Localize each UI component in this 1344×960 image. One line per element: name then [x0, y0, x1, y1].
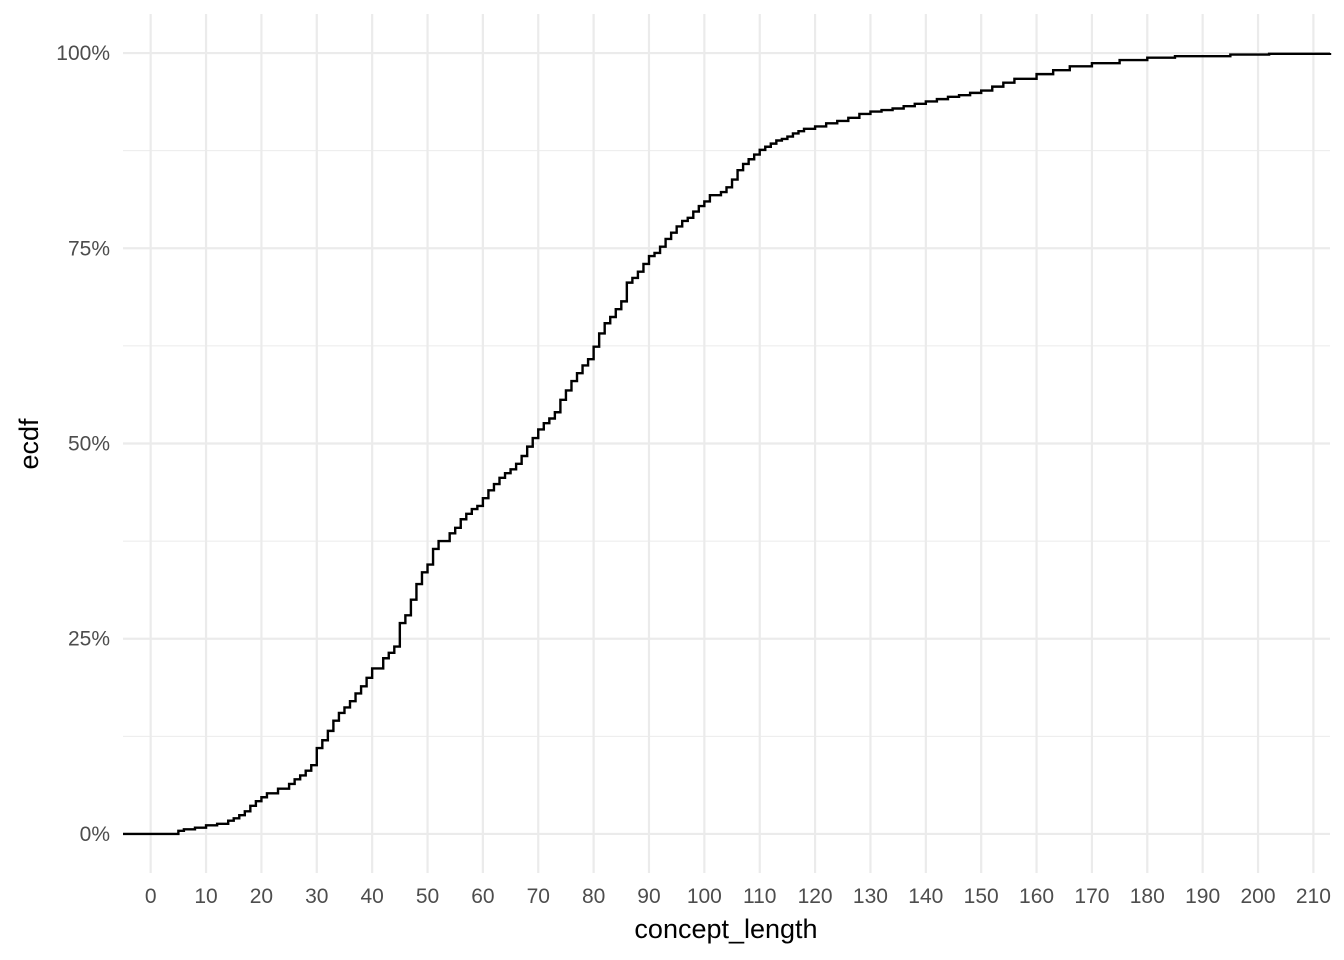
y-tick-labels: 0% 25% 50% 75% 100%	[56, 42, 110, 846]
x-tick-label: 50	[416, 885, 439, 908]
y-tick-label: 25%	[68, 628, 110, 651]
x-tick-label: 40	[360, 885, 383, 908]
y-axis-title: ecdf	[14, 418, 44, 470]
y-tick-label: 75%	[68, 237, 110, 260]
x-tick-label: 160	[1019, 885, 1054, 908]
x-tick-label: 70	[527, 885, 550, 908]
x-tick-label: 180	[1130, 885, 1165, 908]
x-tick-label: 190	[1185, 885, 1220, 908]
x-tick-label: 200	[1240, 885, 1275, 908]
x-tick-label: 90	[637, 885, 660, 908]
x-tick-label: 10	[194, 885, 217, 908]
series	[123, 52, 1332, 836]
y-tick-label: 0%	[80, 823, 110, 846]
x-tick-label: 110	[743, 885, 776, 908]
x-tick-label: 150	[964, 885, 999, 908]
grid	[123, 14, 1330, 873]
x-tick-label: 120	[798, 885, 833, 908]
x-tick-label: 100	[687, 885, 722, 908]
x-tick-label: 60	[471, 885, 494, 908]
x-tick-label: 80	[582, 885, 605, 908]
ecdf-step-line	[123, 52, 1332, 836]
x-axis-title: concept_length	[634, 914, 817, 944]
x-tick-label: 30	[305, 885, 328, 908]
y-tick-label: 50%	[68, 433, 110, 456]
x-tick-label: 20	[250, 885, 273, 908]
y-tick-label: 100%	[56, 42, 110, 65]
x-tick-labels: 0 10 20 30 40 50 60 70 80 90 100 110 120 130 140 150 160…	[145, 885, 1331, 908]
x-tick-label: 210	[1296, 885, 1331, 908]
x-tick-label: 0	[145, 885, 157, 908]
x-tick-label: 130	[853, 885, 888, 908]
x-tick-label: 170	[1074, 885, 1109, 908]
x-tick-label: 140	[908, 885, 943, 908]
